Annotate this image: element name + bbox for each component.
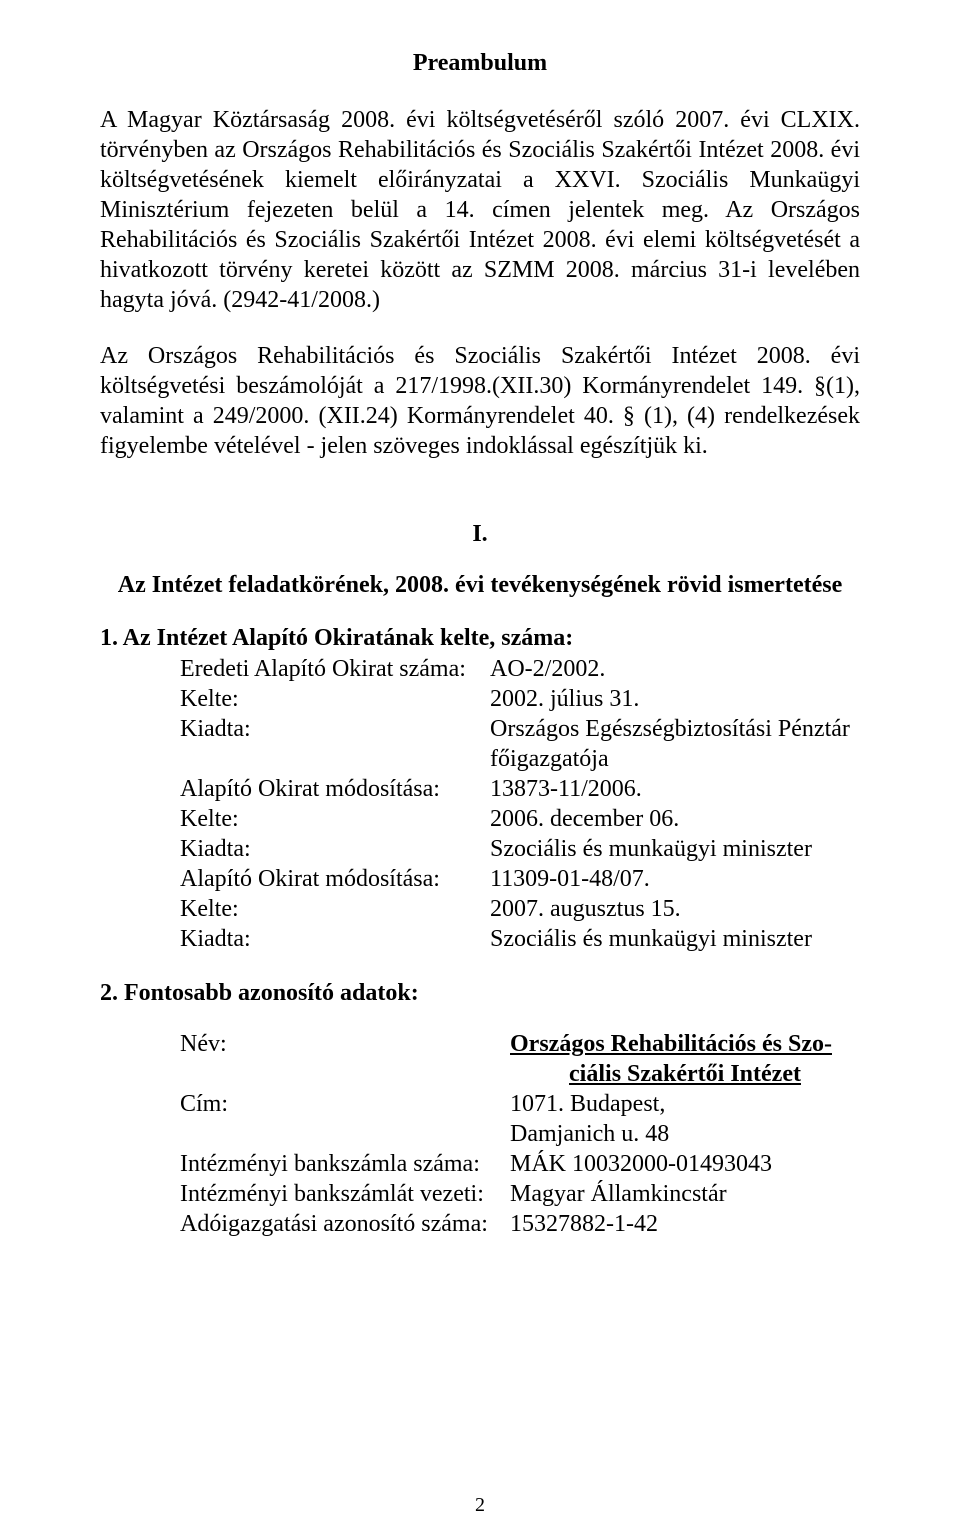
list2-value: 1071. Budapest, (510, 1089, 860, 1119)
list2-value: ciális Szakértői Intézet (510, 1059, 860, 1089)
list1-value: 13873-11/2006. (490, 774, 860, 804)
list2-row-ado: Adóigazgatási azonosító száma: 15327882-… (180, 1209, 860, 1239)
paragraph-2: Az Országos Rehabilitációs és Szociális … (100, 341, 860, 461)
list1-value: Szociális és munkaügyi miniszter (490, 924, 860, 954)
list1-row: Kelte: 2006. december 06. (180, 804, 860, 834)
preambulum-title: Preambulum (100, 50, 860, 77)
paragraph-1: A Magyar Köztársaság 2008. évi költségve… (100, 105, 860, 315)
list1-label: Alapító Okirat módosítása: (180, 774, 490, 804)
list1-value: 2007. augusztus 15. (490, 894, 860, 924)
list1-label: Kelte: (180, 804, 490, 834)
list2-block: Név: Országos Rehabilitációs és Szo- ciá… (180, 1029, 860, 1239)
list2-heading: 2. Fontosabb azonosító adatok: (100, 980, 860, 1007)
page-number: 2 (0, 1494, 960, 1517)
list1-row: Alapító Okirat módosítása: 13873-11/2006… (180, 774, 860, 804)
list1-row: Alapító Okirat módosítása: 11309-01-48/0… (180, 864, 860, 894)
list2-label: Név: (180, 1029, 510, 1059)
list1-value: 2006. december 06. (490, 804, 860, 834)
list2-value: Országos Rehabilitációs és Szo- (510, 1029, 860, 1059)
list1-label: Kiadta: (180, 834, 490, 864)
list1-label: Alapító Okirat módosítása: (180, 864, 490, 894)
list1-row: Kelte: 2002. július 31. (180, 684, 860, 714)
document-page: Preambulum A Magyar Köztársaság 2008. év… (0, 0, 960, 1537)
list2-row-bankvez: Intézményi bankszámlát vezeti: Magyar Ál… (180, 1179, 860, 1209)
list1-label: Eredeti Alapító Okirat száma: (180, 654, 490, 684)
list2-value: 15327882-1-42 (510, 1209, 860, 1239)
list1-value: 11309-01-48/07. (490, 864, 860, 894)
list2-label: Intézményi bankszámla száma: (180, 1149, 510, 1179)
list1-block: Eredeti Alapító Okirat száma: AO-2/2002.… (180, 654, 860, 954)
list2-row-name-cont: ciális Szakértői Intézet (180, 1059, 860, 1089)
list1-row: Kiadta: Országos Egészségbiztosítási Pén… (180, 714, 860, 774)
list1-value: Szociális és munkaügyi miniszter (490, 834, 860, 864)
list2-label: Cím: (180, 1089, 510, 1119)
list1-value: AO-2/2002. (490, 654, 860, 684)
list2-row-name: Név: Országos Rehabilitációs és Szo- (180, 1029, 860, 1059)
list2-row-cim-cont: Damjanich u. 48 (180, 1119, 860, 1149)
list1-heading: 1. Az Intézet Alapító Okiratának kelte, … (100, 625, 860, 652)
institute-name-line1: Országos Rehabilitációs és Szo- (510, 1031, 832, 1057)
section-heading: Az Intézet feladatkörének, 2008. évi tev… (100, 572, 860, 599)
list2-label-empty (180, 1059, 510, 1089)
section-number: I. (100, 521, 860, 548)
list1-value: Országos Egészségbiztosítási Pénztár fői… (490, 714, 860, 774)
list2-row-bank: Intézményi bankszámla száma: MÁK 1003200… (180, 1149, 860, 1179)
list2-value: Damjanich u. 48 (510, 1119, 860, 1149)
list1-label: Kiadta: (180, 714, 490, 774)
list1-label: Kiadta: (180, 924, 490, 954)
list1-value: 2002. július 31. (490, 684, 860, 714)
list2-value: MÁK 10032000-01493043 (510, 1149, 860, 1179)
list2-label: Intézményi bankszámlát vezeti: (180, 1179, 510, 1209)
list1-row: Kiadta: Szociális és munkaügyi miniszter (180, 834, 860, 864)
list2-row-cim: Cím: 1071. Budapest, (180, 1089, 860, 1119)
list1-label: Kelte: (180, 894, 490, 924)
list1-row: Kiadta: Szociális és munkaügyi miniszter (180, 924, 860, 954)
list1-row: Kelte: 2007. augusztus 15. (180, 894, 860, 924)
list1-label: Kelte: (180, 684, 490, 714)
list2-label-empty (180, 1119, 510, 1149)
list1-row: Eredeti Alapító Okirat száma: AO-2/2002. (180, 654, 860, 684)
list2-value: Magyar Államkincstár (510, 1179, 860, 1209)
list2-label: Adóigazgatási azonosító száma: (180, 1209, 510, 1239)
institute-name-line2: ciális Szakértői Intézet (569, 1061, 801, 1087)
